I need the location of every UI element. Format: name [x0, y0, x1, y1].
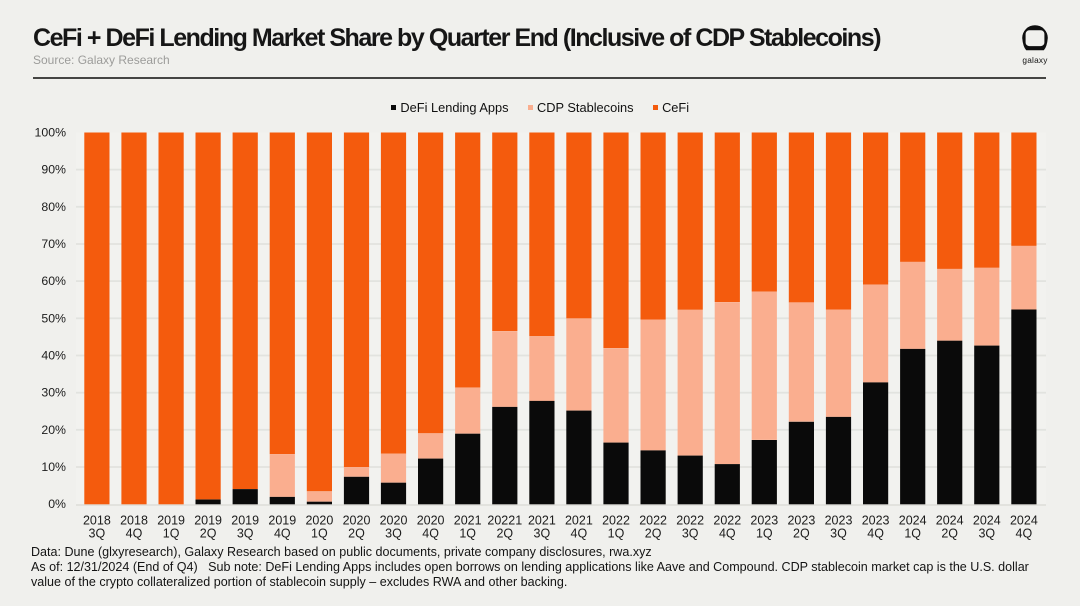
svg-text:4Q: 4Q: [126, 527, 143, 541]
svg-text:1Q: 1Q: [163, 527, 180, 541]
svg-text:2024: 2024: [936, 514, 964, 528]
svg-text:2020: 2020: [343, 514, 371, 528]
svg-text:2024: 2024: [973, 514, 1001, 528]
svg-text:4Q: 4Q: [422, 527, 439, 541]
svg-text:2019: 2019: [268, 514, 296, 528]
svg-text:3Q: 3Q: [534, 527, 551, 541]
svg-text:3Q: 3Q: [89, 527, 106, 541]
svg-text:2019: 2019: [231, 514, 259, 528]
svg-text:2023: 2023: [750, 514, 778, 528]
svg-text:2Q: 2Q: [793, 527, 810, 541]
svg-text:60%: 60%: [41, 274, 66, 288]
svg-text:4Q: 4Q: [571, 527, 588, 541]
svg-text:2023: 2023: [825, 514, 853, 528]
svg-text:20221: 20221: [487, 514, 522, 528]
svg-text:1Q: 1Q: [311, 527, 328, 541]
svg-text:4Q: 4Q: [274, 527, 291, 541]
svg-text:50%: 50%: [41, 311, 66, 325]
svg-text:20%: 20%: [41, 423, 66, 437]
svg-text:4Q: 4Q: [867, 527, 884, 541]
svg-text:70%: 70%: [41, 237, 66, 251]
svg-text:1Q: 1Q: [608, 527, 625, 541]
svg-text:2020: 2020: [380, 514, 408, 528]
svg-text:1Q: 1Q: [459, 527, 476, 541]
svg-text:2018: 2018: [83, 514, 111, 528]
svg-text:2019: 2019: [157, 514, 185, 528]
svg-text:2Q: 2Q: [200, 527, 217, 541]
svg-text:2Q: 2Q: [645, 527, 662, 541]
svg-text:2020: 2020: [417, 514, 445, 528]
svg-text:10%: 10%: [41, 460, 66, 474]
svg-text:3Q: 3Q: [385, 527, 402, 541]
svg-text:2019: 2019: [194, 514, 222, 528]
svg-text:80%: 80%: [41, 200, 66, 214]
svg-text:4Q: 4Q: [719, 527, 736, 541]
svg-text:1Q: 1Q: [756, 527, 773, 541]
svg-text:3Q: 3Q: [830, 527, 847, 541]
svg-text:100%: 100%: [35, 125, 67, 139]
svg-text:2022: 2022: [676, 514, 704, 528]
svg-text:0%: 0%: [48, 497, 66, 511]
svg-text:2022: 2022: [639, 514, 667, 528]
svg-text:2021: 2021: [565, 514, 593, 528]
svg-text:4Q: 4Q: [1016, 527, 1033, 541]
svg-text:2Q: 2Q: [941, 527, 958, 541]
svg-text:3Q: 3Q: [978, 527, 995, 541]
svg-text:2024: 2024: [899, 514, 927, 528]
svg-text:30%: 30%: [41, 386, 66, 400]
svg-text:1Q: 1Q: [904, 527, 921, 541]
svg-text:2024: 2024: [1010, 514, 1038, 528]
svg-text:40%: 40%: [41, 349, 66, 363]
svg-text:2021: 2021: [528, 514, 556, 528]
svg-text:2Q: 2Q: [348, 527, 365, 541]
svg-text:2Q: 2Q: [496, 527, 513, 541]
svg-text:3Q: 3Q: [237, 527, 254, 541]
svg-text:3Q: 3Q: [682, 527, 699, 541]
svg-text:2021: 2021: [454, 514, 482, 528]
svg-text:2018: 2018: [120, 514, 148, 528]
svg-text:2023: 2023: [862, 514, 890, 528]
svg-text:2023: 2023: [787, 514, 815, 528]
svg-text:2020: 2020: [305, 514, 333, 528]
svg-text:2022: 2022: [602, 514, 630, 528]
svg-text:90%: 90%: [41, 163, 66, 177]
svg-text:2022: 2022: [713, 514, 741, 528]
